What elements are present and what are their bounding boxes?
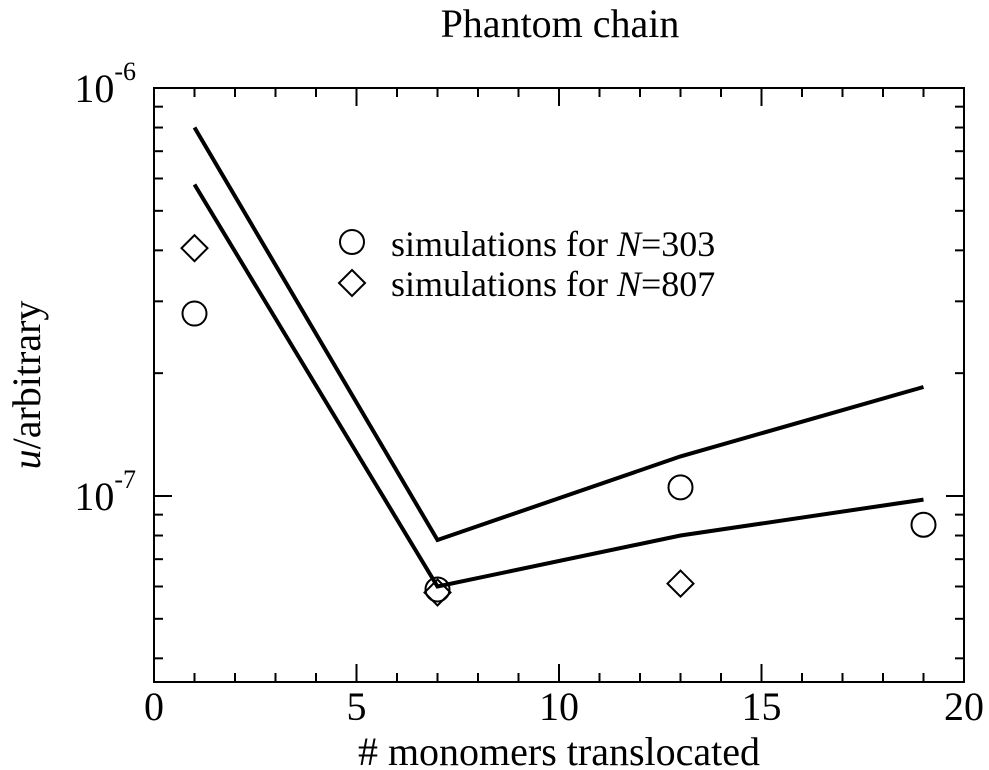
legend-label-n807: simulations for N=807 bbox=[391, 264, 715, 304]
x-axis-ticks bbox=[153, 88, 965, 682]
x-tick-label: 20 bbox=[944, 684, 984, 729]
x-axis-tick-labels: 0 5 10 15 20 bbox=[144, 684, 984, 729]
legend-label-n807-italic: N bbox=[616, 264, 643, 304]
x-tick-label: 15 bbox=[742, 684, 782, 729]
model-line-2 bbox=[192, 126, 925, 543]
model-lines bbox=[192, 126, 925, 589]
legend-label-n303: simulations for N=303 bbox=[391, 224, 715, 264]
legend-label-n807-suffix: =807 bbox=[641, 264, 715, 304]
legend-diamond-marker bbox=[337, 268, 367, 298]
data-point-diamond bbox=[666, 569, 695, 598]
data-point-diamond bbox=[423, 578, 452, 607]
y-axis-title-italic: u bbox=[4, 449, 49, 469]
y-tick-label-base: 10 bbox=[74, 66, 114, 111]
x-tick-label: 5 bbox=[347, 684, 367, 729]
y-axis-title-rest: /arbitrary bbox=[4, 301, 49, 450]
plot-frame bbox=[153, 87, 965, 683]
y-axis-title: u/arbitrary bbox=[4, 301, 49, 470]
model-line-3 bbox=[192, 183, 924, 589]
data-point-circle bbox=[910, 511, 937, 538]
legend-label-n303-suffix: =303 bbox=[641, 224, 715, 264]
legend-circle-marker bbox=[339, 229, 365, 255]
y-tick-label: 10-7 bbox=[74, 465, 136, 519]
chart-title: Phantom chain bbox=[441, 1, 680, 46]
x-tick-label: 10 bbox=[539, 684, 579, 729]
legend-label-n303-italic: N bbox=[616, 224, 643, 264]
legend-label-n807-prefix: simulations for bbox=[391, 264, 617, 304]
y-tick-label: 10-6 bbox=[74, 57, 136, 111]
y-axis-tick-labels: 10-710-6 bbox=[74, 57, 136, 519]
data-point-circle bbox=[181, 300, 208, 327]
y-tick-label-base: 10 bbox=[74, 474, 114, 519]
legend: simulations for N=303 simulations for N=… bbox=[337, 224, 715, 304]
data-point-circle bbox=[667, 474, 694, 501]
x-axis-title: # monomers translocated bbox=[358, 729, 760, 770]
y-tick-label-exponent: -7 bbox=[114, 465, 136, 494]
data-point-diamond bbox=[180, 233, 209, 263]
x-tick-label: 0 bbox=[144, 684, 164, 729]
y-tick-label-exponent: -6 bbox=[114, 57, 136, 86]
legend-label-n303-prefix: simulations for bbox=[391, 224, 617, 264]
data-point-circle bbox=[424, 576, 451, 603]
data-markers bbox=[180, 233, 937, 607]
y-axis-ticks bbox=[154, 87, 964, 660]
